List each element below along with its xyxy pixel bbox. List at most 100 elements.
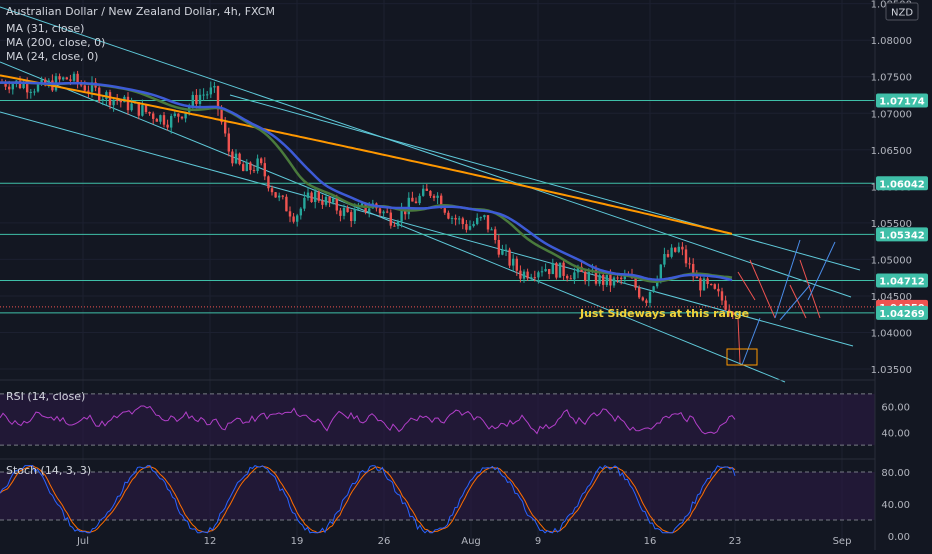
stoch-tick-label: 80.00: [881, 468, 910, 479]
candle-body: [234, 153, 238, 164]
candle-body: [36, 84, 40, 92]
candlesticks: [0, 70, 734, 319]
price-channel: [0, 6, 861, 383]
price-label-box: [876, 305, 928, 320]
candle-body: [407, 197, 410, 215]
candle-body: [108, 92, 112, 106]
candle-body: [634, 278, 637, 288]
candle-body: [425, 188, 428, 191]
indicator-bands: [0, 393, 875, 521]
candle-body: [281, 195, 284, 197]
candle-body: [249, 162, 252, 171]
candle-body: [443, 208, 446, 213]
candle-body: [342, 207, 346, 216]
candle-body: [29, 91, 32, 93]
candle-body: [72, 73, 76, 81]
candle-body: [522, 271, 526, 279]
candle-body: [317, 191, 320, 201]
candle-body: [76, 73, 79, 83]
candle-body: [90, 82, 94, 92]
candle-body: [699, 278, 702, 291]
candle-body: [8, 86, 11, 90]
rsi-tick-label: 60.00: [881, 403, 910, 414]
candle-body: [472, 223, 475, 227]
projection-down-0: [737, 271, 756, 301]
stoch-tick-label: 0.00: [888, 532, 910, 543]
candle-body: [360, 203, 364, 206]
candle-body: [368, 208, 371, 212]
candle-body: [659, 264, 662, 280]
projections: [726, 239, 836, 366]
stoch-lines: [0, 464, 736, 534]
candle-body: [267, 176, 270, 189]
candle-body: [332, 198, 335, 203]
price-tick-label: 1.04500: [871, 292, 912, 303]
candle-body: [717, 288, 720, 292]
candle-body: [566, 275, 569, 279]
candle-body: [119, 100, 122, 103]
candle-body: [137, 102, 140, 116]
candle-body: [274, 192, 277, 198]
ma31-line: [0, 81, 733, 282]
candle-body: [22, 83, 25, 89]
rsi-tick-label: 40.00: [881, 428, 910, 439]
candle-body: [674, 247, 677, 252]
candle-body: [728, 309, 731, 313]
candle-body: [720, 291, 724, 301]
candle-body: [213, 86, 216, 88]
price-label-box: [876, 93, 928, 108]
candle-body: [173, 113, 176, 117]
candle-body: [450, 217, 454, 219]
candle-body: [681, 246, 684, 250]
candle-body: [144, 105, 148, 112]
candle-body: [429, 190, 432, 196]
candle-body: [396, 221, 400, 227]
candle-body: [533, 277, 536, 279]
rsi-label: RSI (14, close): [6, 390, 85, 403]
candle-body: [418, 195, 421, 204]
candle-body: [328, 196, 331, 203]
candle-body: [288, 211, 292, 217]
candle-body: [216, 86, 220, 110]
time-tick-label: Jul: [76, 536, 89, 547]
candle-body: [389, 212, 392, 226]
candle-body: [440, 195, 443, 209]
candle-body: [584, 271, 587, 282]
currency-badge[interactable]: NZD: [885, 2, 919, 21]
candle-body: [386, 211, 389, 213]
candle-body: [40, 79, 43, 85]
candle-body: [357, 205, 360, 210]
candle-body: [551, 263, 554, 275]
time-axis[interactable]: Jul 12 19 26 Aug 9 16 23 Sep: [76, 536, 851, 547]
rsi-series: [0, 405, 736, 435]
candle-body: [69, 79, 72, 81]
candle-body: [519, 270, 522, 279]
candle-body: [504, 249, 508, 251]
candle-body: [285, 196, 288, 212]
candle-body: [400, 209, 403, 222]
candle-body: [555, 263, 558, 278]
candle-body: [706, 278, 709, 285]
candle-body: [170, 116, 173, 128]
candle-body: [155, 118, 158, 122]
candle-body: [569, 278, 572, 280]
candle-body: [587, 271, 590, 282]
projection-up-3: [779, 284, 811, 321]
candle-body: [404, 209, 407, 215]
candle-body: [159, 115, 162, 122]
candle-body: [422, 188, 425, 196]
candle-body: [458, 218, 461, 220]
candle-body: [684, 249, 688, 264]
candle-body: [209, 87, 212, 95]
projection-down-1: [749, 259, 776, 319]
candle-body: [353, 209, 356, 222]
projection-down-3: [799, 259, 821, 319]
candle-body: [656, 279, 659, 287]
annotation-text: Just Sideways at this range: [579, 307, 749, 320]
candle-body: [479, 217, 482, 219]
candle-body: [490, 229, 493, 231]
candle-body: [605, 274, 608, 285]
candle-body: [713, 284, 716, 289]
candle-body: [454, 217, 457, 220]
